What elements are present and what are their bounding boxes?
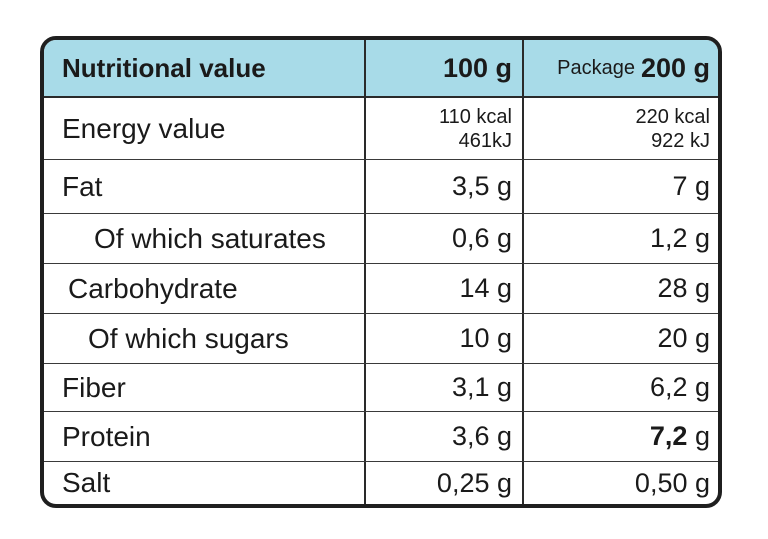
header-per-100g: 100 g [364, 40, 522, 96]
table-row-energy: Energy value 110 kcal 461kJ 220 kcal 922… [44, 98, 718, 160]
energy-per-100g: 110 kcal 461kJ [364, 98, 522, 159]
value-per-100g: 3,1 g [364, 364, 522, 411]
value-per-100g: 3,6 g [364, 412, 522, 461]
header-package-weight: 200 g [640, 52, 710, 83]
header-package-prefix: Package [557, 56, 635, 79]
value-per-package: 7 g [522, 160, 718, 213]
row-label: Energy value [62, 112, 226, 144]
value-per-package: 28 g [522, 264, 718, 313]
value-per-100g: 0,6 g [364, 214, 522, 263]
value-per-package: 7,2 g [522, 412, 718, 461]
value-per-100g: 3,5 g [364, 160, 522, 213]
value-per-package: 0,50 g [522, 462, 718, 504]
energy-per-100g-kj: 461kJ [458, 129, 512, 152]
energy-per-package-kj: 922 kJ [651, 129, 710, 152]
protein-package-value: 7,2 [649, 421, 688, 451]
row-label: Carbohydrate [68, 272, 238, 304]
row-label: Of which saturates [94, 222, 326, 254]
table-row-sugars: Of which sugars 10 g 20 g [44, 314, 718, 364]
table-row-carbohydrate: Carbohydrate 14 g 28 g [44, 264, 718, 314]
nutrition-table: Nutritional value 100 g Package 200 g En… [40, 36, 722, 508]
energy-per-package-kcal: 220 kcal [635, 105, 711, 128]
value-per-100g: 14 g [364, 264, 522, 313]
table-row-salt: Salt 0,25 g 0,50 g [44, 462, 718, 504]
table-row-fat: Fat 3,5 g 7 g [44, 160, 718, 214]
row-label: Fiber [62, 371, 126, 403]
row-label: Salt [62, 467, 111, 498]
energy-per-100g-kcal: 110 kcal [438, 105, 512, 128]
row-label: Fat [62, 170, 103, 202]
value-per-package: 20 g [522, 314, 718, 363]
value-per-package: 1,2 g [522, 214, 718, 263]
value-per-100g: 10 g [364, 314, 522, 363]
protein-package-unit: g [694, 421, 710, 451]
header-nutritional-value: Nutritional value [62, 52, 266, 83]
table-row-saturates: Of which saturates 0,6 g 1,2 g [44, 214, 718, 264]
header-package: Package 200 g [522, 40, 718, 96]
table-row-fiber: Fiber 3,1 g 6,2 g [44, 364, 718, 412]
value-per-package: 6,2 g [522, 364, 718, 411]
table-header: Nutritional value 100 g Package 200 g [44, 40, 718, 98]
energy-per-package: 220 kcal 922 kJ [522, 98, 718, 159]
row-label: Protein [62, 420, 151, 452]
row-label: Of which sugars [88, 322, 289, 354]
value-per-100g: 0,25 g [364, 462, 522, 504]
table-row-protein: Protein 3,6 g 7,2 g [44, 412, 718, 462]
